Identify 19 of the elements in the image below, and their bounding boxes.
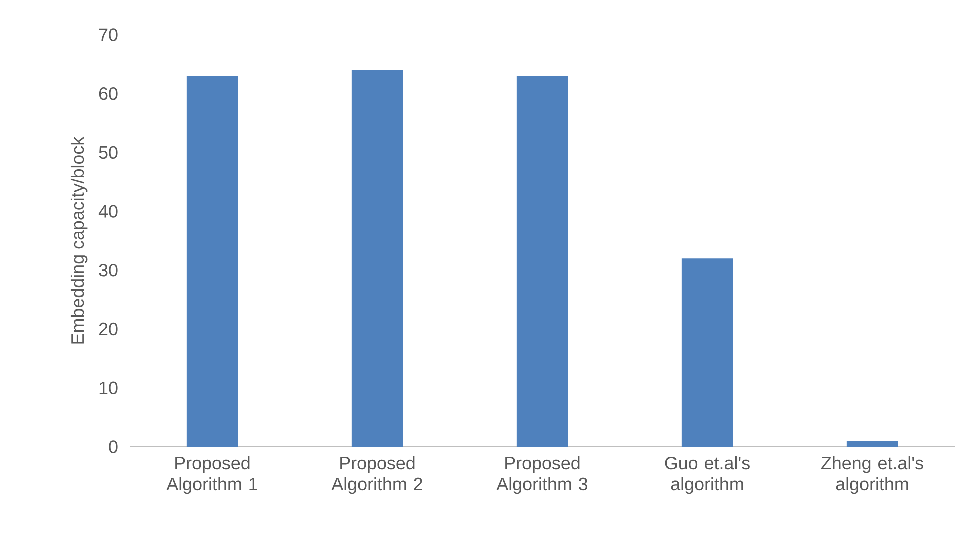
y-tick-label: 0 — [109, 440, 118, 454]
bar — [846, 441, 898, 447]
y-tick-label: 60 — [99, 87, 118, 100]
y-tick-label: 30 — [99, 264, 118, 277]
x-tick-label: Guo et.al's algorithm — [665, 456, 750, 494]
x-tick-label: Proposed Algorithm 2 — [332, 456, 422, 494]
x-tick-label: Proposed Algorithm 3 — [496, 456, 588, 494]
x-tick-label: Proposed Algorithm 1 — [166, 456, 258, 494]
y-tick-label: 70 — [99, 28, 118, 42]
y-tick-label: 40 — [98, 205, 118, 218]
bar — [516, 76, 568, 447]
y-axis-title: Embedding capacity/block — [70, 136, 88, 344]
bar — [352, 70, 404, 447]
bar — [186, 76, 238, 447]
y-tick-label: 50 — [99, 146, 118, 160]
y-tick-label: 10 — [100, 382, 118, 394]
x-tick-label: Zheng et.al's algorithm — [822, 456, 924, 494]
bar — [682, 258, 734, 447]
y-tick-label: 20 — [99, 322, 118, 336]
